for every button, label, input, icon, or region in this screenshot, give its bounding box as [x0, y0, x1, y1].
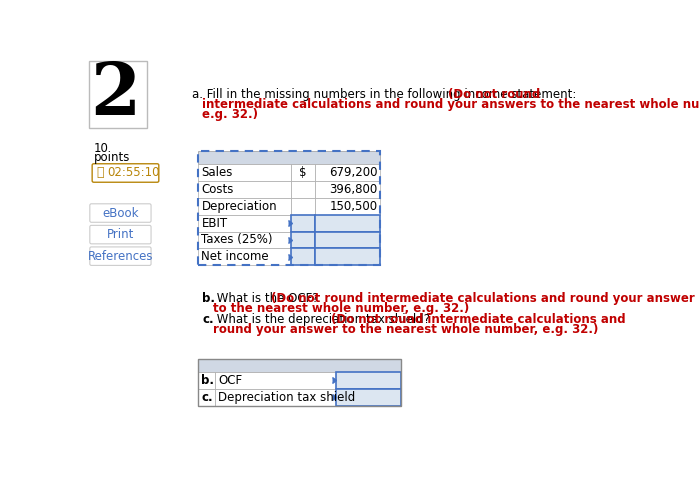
Bar	[198, 248, 291, 265]
Bar	[198, 215, 291, 232]
Bar	[198, 359, 401, 371]
Text: What is the OCF?: What is the OCF?	[213, 292, 322, 306]
Text: 02:55:10: 02:55:10	[108, 166, 160, 180]
Text: round your answer to the nearest whole number, e.g. 32.): round your answer to the nearest whole n…	[213, 323, 598, 336]
Text: Taxes (25%): Taxes (25%)	[202, 234, 273, 246]
Bar	[314, 248, 381, 265]
Bar	[216, 389, 335, 405]
Bar	[335, 371, 401, 389]
Bar	[198, 152, 381, 265]
Text: 10: 10	[94, 142, 108, 155]
Text: 150,500: 150,500	[329, 200, 377, 213]
Bar	[314, 181, 381, 198]
Bar	[198, 164, 291, 181]
Text: Sales: Sales	[202, 166, 233, 179]
FancyBboxPatch shape	[90, 204, 151, 222]
Bar	[314, 198, 381, 215]
Text: e.g. 32.): e.g. 32.)	[202, 108, 258, 122]
Text: c.: c.	[202, 391, 213, 403]
Bar	[314, 215, 381, 232]
Text: ⧗: ⧗	[97, 166, 104, 180]
Text: b.: b.	[202, 292, 215, 306]
Text: EBIT: EBIT	[202, 216, 228, 230]
Bar	[198, 198, 291, 215]
Text: References: References	[88, 249, 153, 263]
Text: eBook: eBook	[103, 207, 139, 219]
Text: (Do not round intermediate calculations and: (Do not round intermediate calculations …	[331, 313, 626, 326]
Bar	[89, 61, 147, 128]
Text: OCF: OCF	[218, 373, 243, 387]
Text: Depreciation: Depreciation	[202, 200, 277, 213]
Bar	[198, 371, 216, 389]
Text: Depreciation tax shield: Depreciation tax shield	[218, 391, 356, 403]
Text: (Do not round: (Do not round	[448, 88, 540, 101]
Text: Net income: Net income	[202, 250, 269, 263]
Text: c.: c.	[202, 313, 214, 326]
FancyBboxPatch shape	[90, 247, 151, 265]
Text: (Do not round intermediate calculations and round your answer: (Do not round intermediate calculations …	[271, 292, 695, 306]
Bar	[291, 181, 314, 198]
Bar	[314, 164, 381, 181]
Bar	[291, 215, 314, 232]
Bar	[198, 359, 401, 405]
Bar	[335, 389, 401, 405]
Text: 679,200: 679,200	[329, 166, 377, 179]
Text: a. Fill in the missing numbers in the following income statement:: a. Fill in the missing numbers in the fo…	[192, 88, 580, 101]
Text: What is the depreciation tax shield?: What is the depreciation tax shield?	[213, 313, 434, 326]
FancyBboxPatch shape	[90, 225, 151, 244]
Text: 2: 2	[91, 59, 141, 130]
Text: to the nearest whole number, e.g. 32.): to the nearest whole number, e.g. 32.)	[213, 303, 469, 315]
Text: intermediate calculations and round your answers to the nearest whole number,: intermediate calculations and round your…	[202, 98, 700, 111]
Bar	[291, 164, 314, 181]
Text: Costs: Costs	[202, 183, 234, 196]
Bar	[291, 248, 314, 265]
Text: 396,800: 396,800	[329, 183, 377, 196]
Bar	[198, 389, 216, 405]
Text: $: $	[299, 166, 307, 179]
Bar	[216, 371, 335, 389]
Text: b.: b.	[202, 373, 214, 387]
Text: Print: Print	[107, 228, 134, 241]
Text: points: points	[94, 152, 130, 164]
Bar	[198, 232, 291, 248]
Bar	[314, 232, 381, 248]
Bar	[291, 232, 314, 248]
Bar	[291, 198, 314, 215]
Bar	[198, 181, 291, 198]
Bar	[198, 152, 381, 164]
FancyBboxPatch shape	[92, 164, 159, 182]
